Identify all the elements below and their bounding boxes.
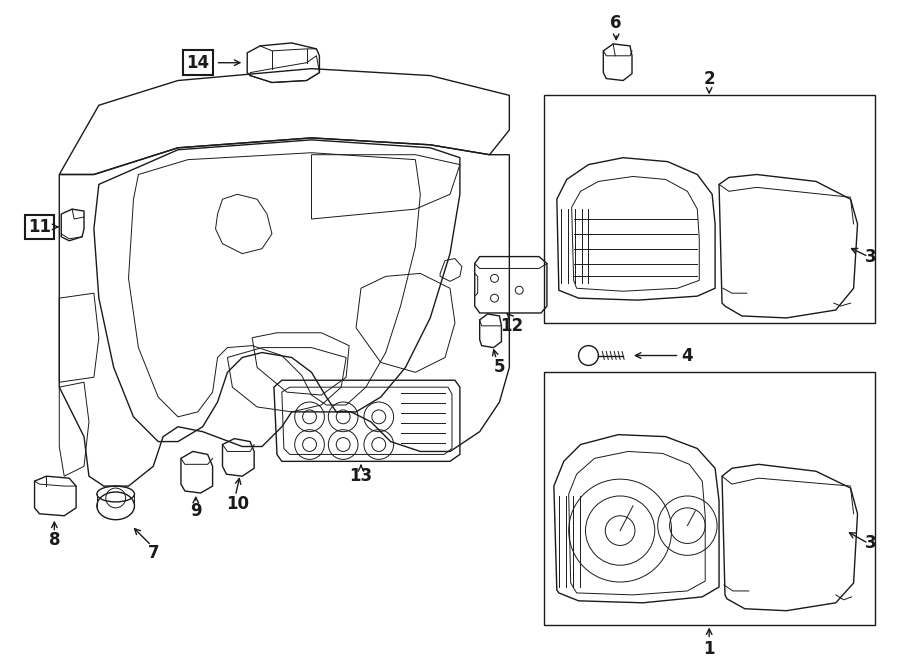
- Text: 14: 14: [186, 54, 210, 71]
- Text: 6: 6: [610, 14, 622, 32]
- Text: 10: 10: [226, 495, 248, 513]
- Text: 1: 1: [704, 641, 715, 658]
- Text: 3: 3: [865, 248, 877, 266]
- Bar: [544, 95, 876, 323]
- Text: 5: 5: [494, 358, 505, 376]
- Text: 2: 2: [704, 69, 715, 87]
- Text: 3: 3: [865, 535, 877, 553]
- Text: 12: 12: [500, 317, 523, 335]
- Text: 4: 4: [681, 346, 693, 364]
- Text: 8: 8: [49, 531, 60, 549]
- Bar: [544, 372, 876, 625]
- Text: 9: 9: [190, 502, 202, 520]
- Text: 13: 13: [349, 467, 373, 485]
- Text: 11: 11: [28, 218, 51, 236]
- Text: 7: 7: [148, 545, 159, 563]
